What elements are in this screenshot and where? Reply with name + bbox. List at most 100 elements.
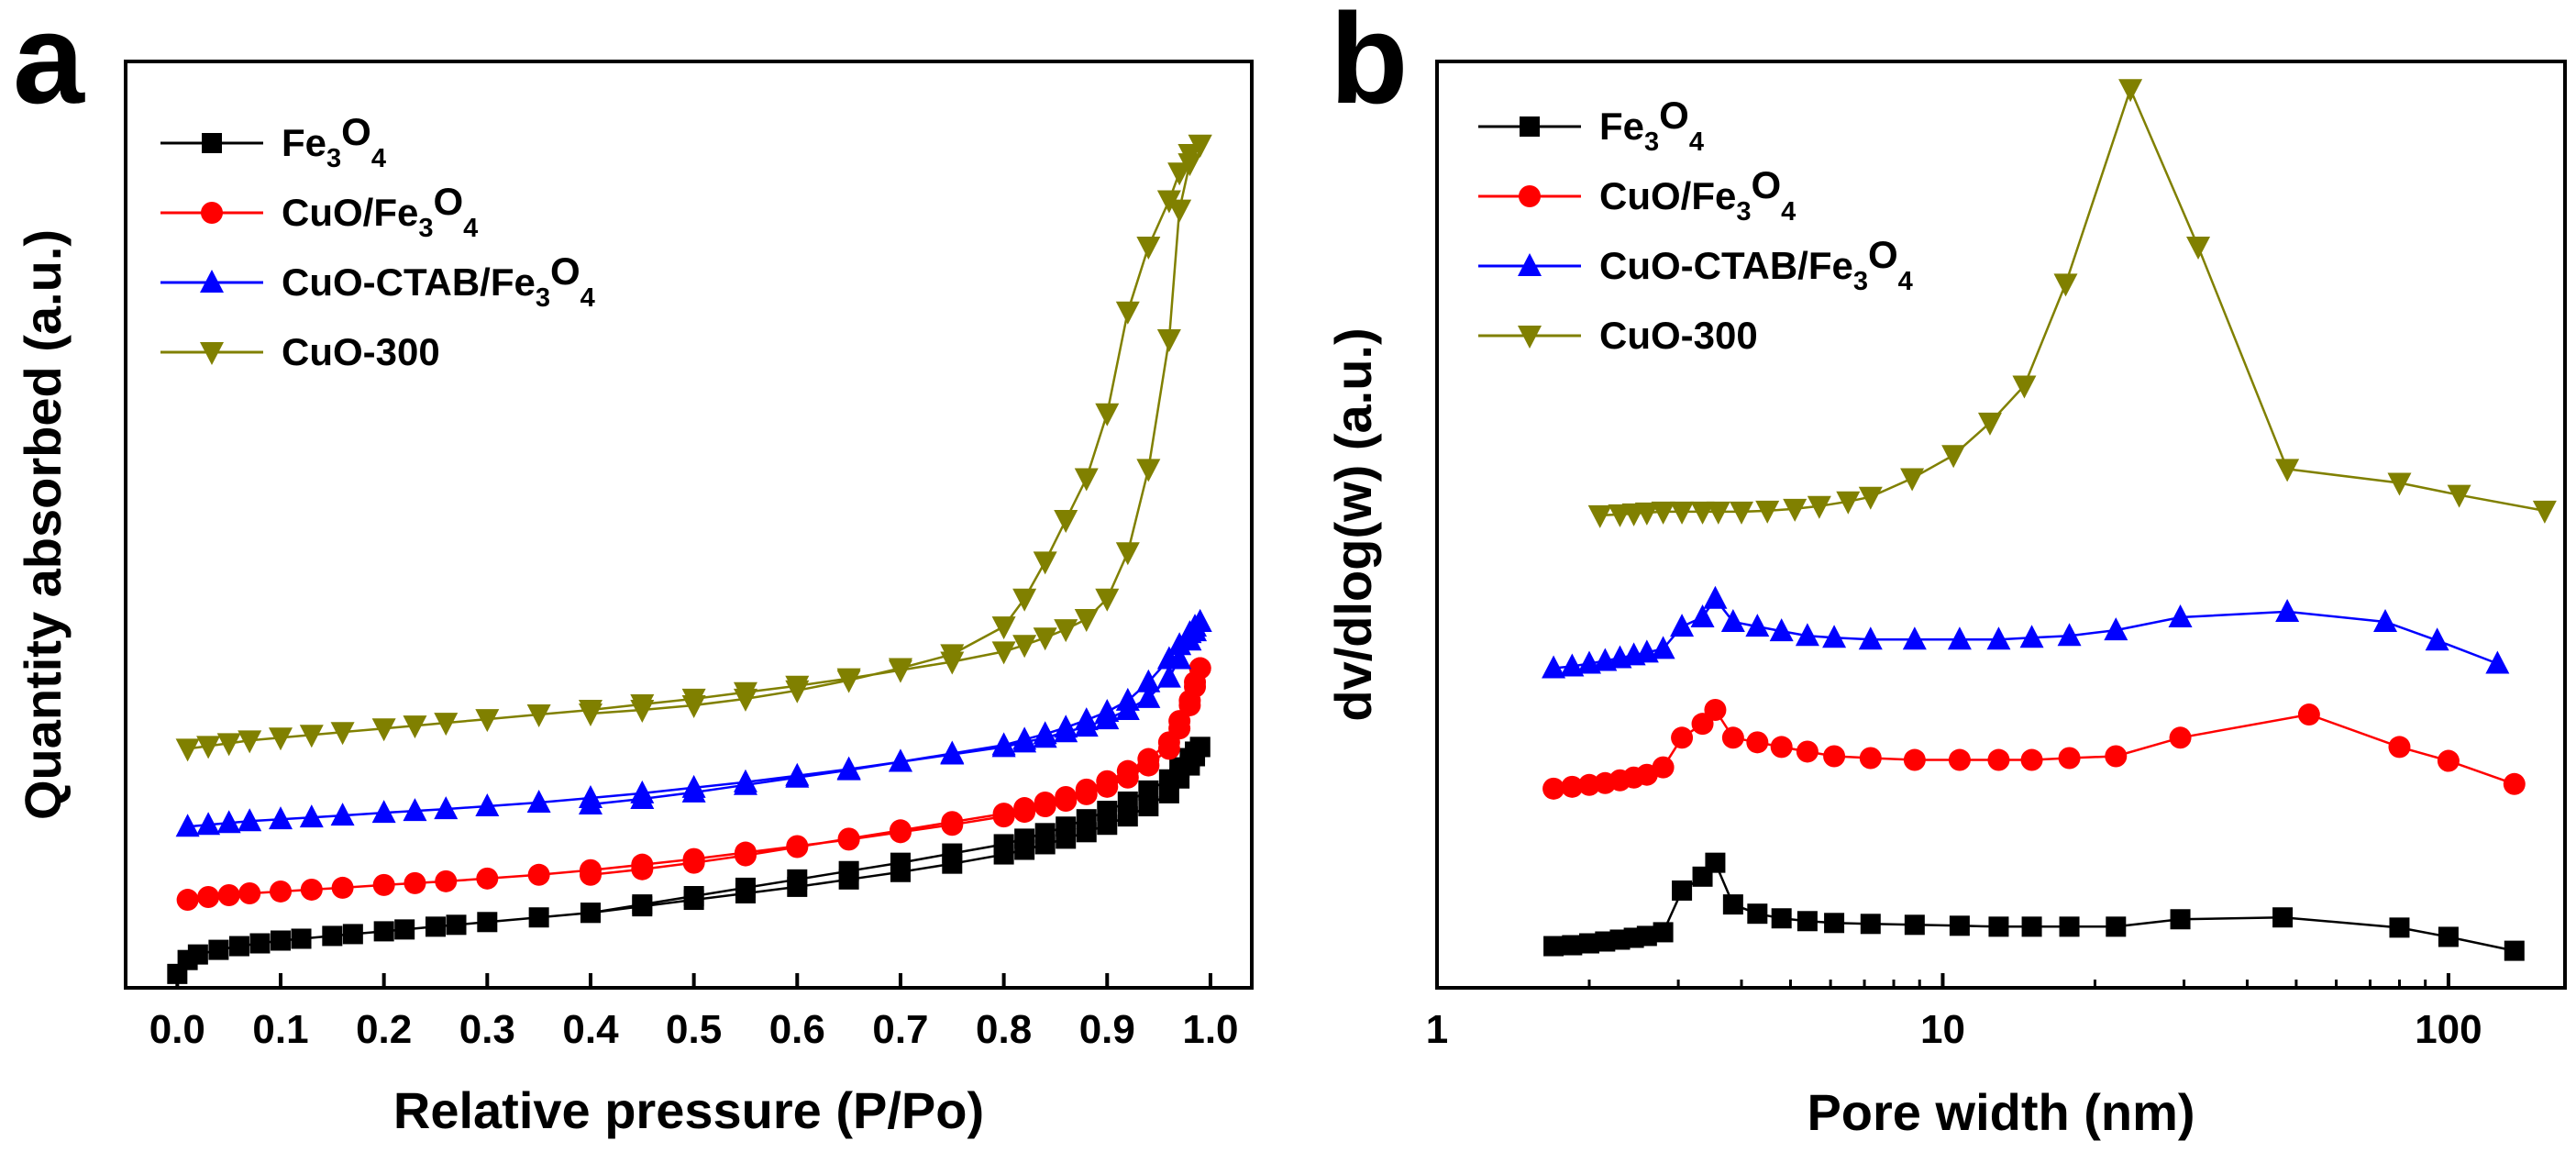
data-point-cuo-fe3o4 — [1178, 689, 1201, 712]
data-point-cuo-ctab-fe3o4 — [1115, 687, 1140, 711]
data-point-fe3o4 — [1579, 933, 1600, 954]
data-point-fe3o4 — [2021, 916, 2042, 937]
data-point-cuo-fe3o4 — [2297, 703, 2320, 726]
data-point-cuo-fe3o4 — [372, 873, 395, 896]
data-point-cuo-fe3o4 — [1184, 670, 1207, 693]
panel-a-letter: a — [13, 0, 85, 130]
data-point-cuo-ctab-fe3o4 — [1720, 609, 1745, 633]
data-point-cuo-300 — [1136, 459, 1161, 482]
data-point-cuo-fe3o4 — [786, 836, 809, 858]
series-cuo-ctab-fe3o4 — [175, 609, 1212, 837]
data-point-cuo-ctab-fe3o4 — [2485, 650, 2510, 674]
data-point-cuo-300 — [268, 727, 293, 751]
data-point-cuo-300 — [836, 670, 861, 693]
data-point-cuo-300 — [1670, 501, 1695, 525]
data-point-cuo-fe3o4 — [2058, 747, 2081, 770]
data-point-cuo-ctab-fe3o4 — [888, 748, 912, 772]
data-point-cuo-ctab-fe3o4 — [1986, 626, 2011, 650]
data-point-cuo-fe3o4 — [331, 876, 354, 899]
series-fe3o4 — [167, 737, 1211, 984]
data-point-cuo-fe3o4 — [1013, 797, 1036, 820]
legend-text-part: O — [341, 110, 371, 153]
data-point-cuo-300 — [1730, 501, 1754, 525]
data-point-cuo-fe3o4 — [1168, 710, 1191, 733]
data-point-cuo-ctab-fe3o4 — [238, 808, 262, 832]
data-point-cuo-fe3o4 — [2388, 736, 2411, 759]
legend-item-cuo-fe3o4: CuO/Fe3O4 — [1478, 163, 1796, 227]
data-point-cuo-fe3o4 — [1561, 775, 1584, 798]
data-point-cuo-ctab-fe3o4 — [2104, 617, 2128, 641]
data-point-cuo-300 — [888, 658, 912, 681]
data-point-fe3o4 — [1653, 922, 1674, 943]
data-point-cuo-300 — [403, 715, 427, 739]
legend-text-part: O — [1659, 94, 1689, 137]
data-point-fe3o4 — [1988, 916, 2009, 937]
data-point-cuo-fe3o4 — [579, 863, 602, 886]
data-point-cuo-ctab-fe3o4 — [434, 796, 459, 820]
data-point-cuo-300 — [2053, 273, 2078, 297]
data-point-fe3o4 — [1672, 880, 1693, 901]
data-point-cuo-fe3o4 — [1796, 740, 1819, 763]
data-point-cuo-ctab-fe3o4 — [836, 757, 861, 781]
data-point-fe3o4 — [425, 916, 446, 937]
data-point-fe3o4 — [993, 834, 1014, 855]
data-point-cuo-300 — [630, 700, 655, 723]
series-cuo-300 — [175, 134, 1212, 762]
data-point-fe3o4 — [2059, 916, 2080, 937]
data-point-fe3o4 — [1824, 913, 1845, 934]
data-point-cuo-ctab-fe3o4 — [2057, 623, 2082, 647]
data-point-cuo-ctab-fe3o4 — [1703, 585, 1728, 609]
data-point-cuo-300 — [299, 725, 324, 748]
data-point-cuo-300 — [1074, 609, 1099, 633]
data-point-fe3o4 — [446, 914, 467, 936]
data-point-cuo-300 — [1054, 619, 1078, 643]
data-point-cuo-fe3o4 — [1096, 770, 1119, 792]
x-tick-label: 0.0 — [149, 1007, 205, 1052]
legend-text-part: Fe — [1599, 105, 1644, 148]
legend-text-part: CuO/Fe — [1599, 174, 1736, 217]
legend-subscript: 4 — [580, 283, 595, 313]
data-point-cuo-ctab-fe3o4 — [299, 804, 324, 828]
legend-text-part: O — [1868, 233, 1898, 276]
data-point-cuo-ctab-fe3o4 — [578, 792, 603, 815]
data-point-fe3o4 — [2389, 917, 2410, 938]
data-point-fe3o4 — [1949, 915, 1970, 936]
legend-marker — [1518, 253, 1542, 276]
data-point-cuo-300 — [196, 736, 221, 759]
data-point-fe3o4 — [1797, 911, 1818, 932]
data-point-cuo-ctab-fe3o4 — [1670, 614, 1695, 637]
data-point-cuo-fe3o4 — [435, 870, 458, 892]
data-point-cuo-fe3o4 — [734, 844, 757, 867]
data-point-fe3o4 — [1034, 823, 1056, 844]
data-point-cuo-300 — [1115, 542, 1140, 566]
panel-a: a 0.0 0.1 0.2 0.3 0.4 0.5 0.6 0.7 0.8 0.9 1.0 Rela… — [13, 0, 1254, 1139]
data-point-cuo-ctab-fe3o4 — [1651, 636, 1675, 659]
data-point-fe3o4 — [187, 944, 208, 965]
legend-marker — [201, 202, 223, 224]
legend-label: CuO-300 — [282, 330, 440, 373]
data-point-fe3o4 — [580, 903, 601, 924]
data-point-fe3o4 — [2438, 926, 2459, 947]
data-point-cuo-300 — [1706, 501, 1730, 525]
data-point-cuo-fe3o4 — [2503, 772, 2526, 795]
data-point-cuo-ctab-fe3o4 — [1054, 714, 1078, 738]
data-point-fe3o4 — [394, 919, 415, 940]
legend-marker — [1519, 185, 1541, 207]
data-point-fe3o4 — [1562, 935, 1583, 956]
data-point-cuo-fe3o4 — [941, 811, 964, 834]
data-point-cuo-ctab-fe3o4 — [1542, 655, 1566, 679]
data-point-cuo-ctab-fe3o4 — [785, 764, 810, 788]
data-point-fe3o4 — [1138, 780, 1159, 801]
data-point-cuo-300 — [1807, 495, 1831, 519]
data-point-cuo-ctab-fe3o4 — [2168, 604, 2193, 627]
legend-subscript: 3 — [418, 214, 433, 243]
series-line-cuo-300 — [187, 143, 1201, 750]
panel-a-series-layer — [167, 134, 1212, 984]
legend-item-cuo-ctab-fe3o4: CuO-CTAB/Fe3O4 — [160, 249, 595, 313]
data-point-cuo-300 — [2118, 79, 2143, 103]
data-point-cuo-300 — [1858, 486, 1883, 510]
data-point-cuo-fe3o4 — [527, 863, 550, 886]
legend-text-part: CuO-CTAB/Fe — [1599, 244, 1853, 287]
data-point-cuo-300 — [578, 703, 603, 727]
